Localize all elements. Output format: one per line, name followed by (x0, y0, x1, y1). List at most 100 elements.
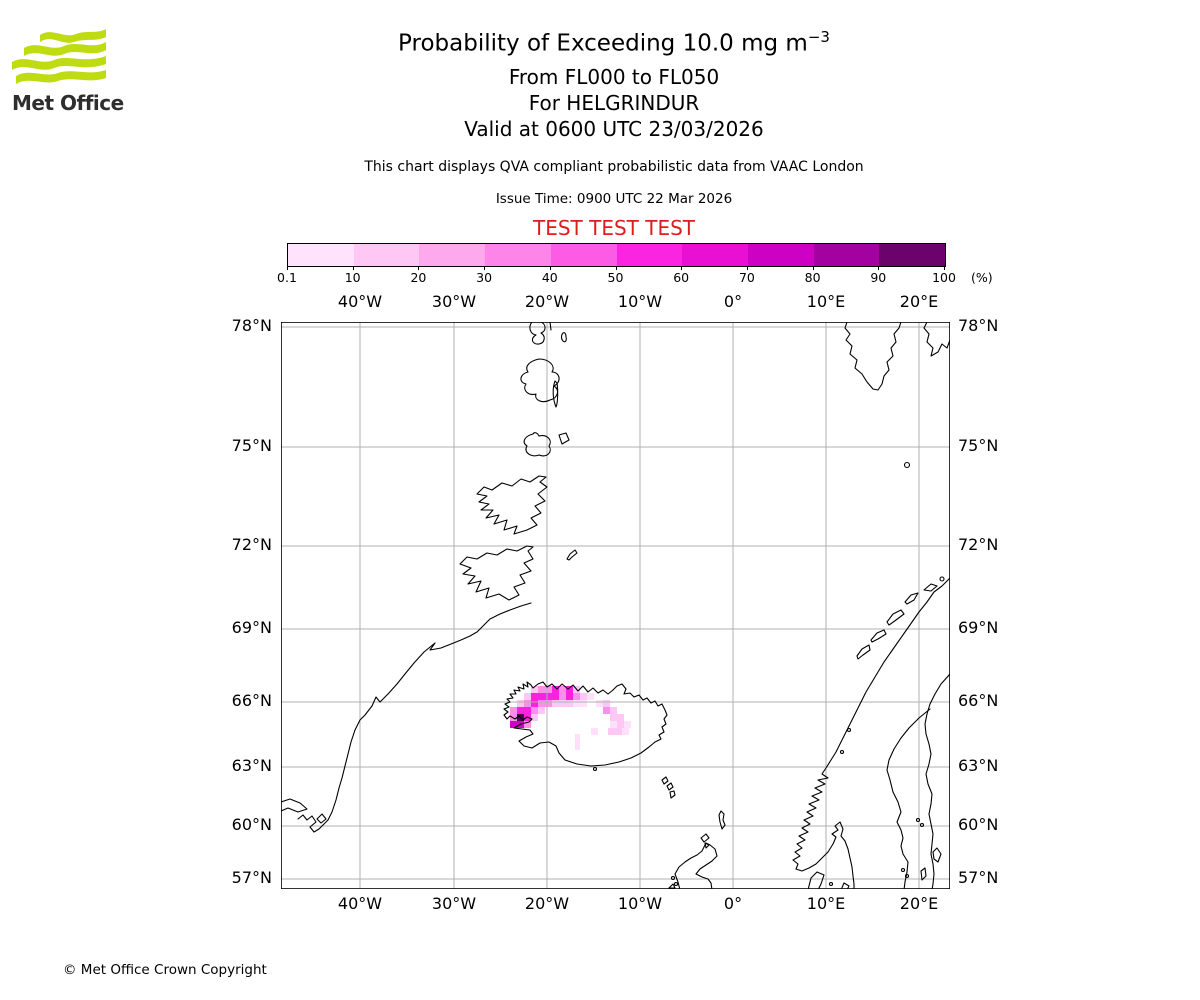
logo-wordmark: Met Office (12, 91, 124, 115)
colorbar-tick-label: 90 (870, 270, 887, 285)
probability-cell (552, 700, 559, 707)
axis-label-right: 78°N (958, 316, 999, 335)
island-jan-mayen (566, 549, 578, 561)
issue-time: Issue Time: 0900 UTC 22 Mar 2026 (495, 191, 733, 207)
probability-cell (622, 728, 629, 735)
island-bear (903, 461, 911, 469)
probability-cell (510, 707, 517, 714)
colorbar-unit: (%) (971, 270, 993, 285)
subtitle-flight-levels: From FL000 to FL050 (508, 65, 720, 89)
colorbar-tick-label: 30 (476, 270, 493, 285)
colorbar-tick (878, 266, 880, 270)
probability-cell (610, 714, 617, 721)
probability-cell (510, 721, 517, 728)
probability-cell (531, 693, 538, 700)
probability-cell (596, 700, 603, 707)
colorbar-segment (485, 244, 551, 266)
chart-title: Probability of Exceeding 10.0 mg m−3 (314, 28, 914, 57)
probability-cell (603, 707, 610, 714)
axis-label-top: 10°E (806, 292, 846, 311)
probability-cell (545, 700, 552, 707)
axis-label-left: 66°N (231, 691, 272, 710)
axis-label-bottom: 0° (723, 894, 743, 913)
axis-label-bottom: 10°E (806, 894, 846, 913)
axis-label-top: 0° (723, 292, 743, 311)
axis-label-bottom: 20°E (899, 894, 939, 913)
colorbar-tick-label: 0.1 (277, 270, 297, 285)
colorbar-tick (418, 266, 420, 270)
colorbar-tick (812, 266, 814, 270)
axis-label-left: 63°N (231, 756, 272, 775)
colorbar-tick-label: 80 (804, 270, 821, 285)
probability-cell (580, 693, 587, 700)
probability-cell (559, 700, 566, 707)
probability-cell (538, 686, 545, 693)
probability-cell (603, 700, 610, 707)
probability-cell (517, 707, 524, 714)
logo-waves-icon (12, 29, 106, 84)
coastline-scotland (668, 842, 718, 889)
probability-cell (610, 721, 617, 728)
probability-cell (615, 728, 622, 735)
axis-label-left: 72°N (231, 535, 272, 554)
colorbar-segment (616, 244, 683, 266)
probability-cell (575, 734, 580, 750)
probability-cell (531, 707, 538, 714)
chart-title-text: Probability of Exceeding 10.0 mg m (398, 30, 808, 57)
axis-label-left: 78°N (231, 316, 272, 335)
probability-cell (617, 714, 624, 721)
axis-label-left: 60°N (231, 815, 272, 834)
islands-shetland (718, 810, 726, 830)
probability-cell (538, 693, 545, 700)
axis-label-top: 10°W (617, 292, 663, 311)
probability-cell (587, 693, 594, 700)
axis-label-right: 63°N (958, 756, 999, 775)
probability-cell (566, 700, 573, 707)
map-canvas (281, 322, 950, 889)
colorbar-tick-label: 70 (738, 270, 755, 285)
probability-cell (617, 721, 624, 728)
colorbar-segment (813, 244, 880, 266)
colorbar (287, 243, 946, 267)
probability-cell (538, 700, 545, 707)
probability-cell (559, 686, 566, 693)
axis-label-left: 69°N (231, 618, 272, 637)
probability-cell (524, 721, 531, 728)
map-frame (281, 322, 950, 889)
probability-cell (624, 721, 631, 728)
colorbar-segment (419, 244, 486, 266)
colorbar-segment (288, 244, 354, 266)
colorbar-tick (352, 266, 354, 270)
copyright-notice: © Met Office Crown Copyright (63, 962, 267, 978)
probability-cell (545, 693, 552, 700)
coastline-greenland (281, 322, 570, 833)
colorbar-tick-label: 50 (607, 270, 624, 285)
probability-cell (552, 686, 559, 693)
test-banner: TEST TEST TEST (532, 216, 695, 240)
islands-orkney (700, 833, 710, 849)
colorbar-tick (287, 266, 288, 270)
coastline-denmark (807, 871, 850, 889)
axis-label-right: 75°N (958, 436, 999, 455)
colorbar-tick-label: 40 (541, 270, 558, 285)
colorbar-tick-label: 60 (673, 270, 690, 285)
qva-note: This chart displays QVA compliant probab… (364, 159, 864, 175)
probability-cell (552, 693, 559, 700)
coastlines (281, 322, 950, 889)
axis-label-bottom: 40°W (337, 894, 383, 913)
probability-cell (573, 693, 580, 700)
probability-cell (531, 700, 538, 707)
probability-cell (608, 728, 615, 735)
probability-cell (566, 693, 573, 700)
probability-cell (524, 707, 531, 714)
colorbar-tick-label: 100 (932, 270, 956, 285)
colorbar-tick-label: 20 (410, 270, 427, 285)
probability-cell (524, 693, 531, 700)
probability-cell (559, 693, 566, 700)
probability-cell (538, 707, 545, 714)
map-gridlines (281, 322, 950, 889)
colorbar-segment (682, 244, 748, 266)
probability-cell (580, 700, 587, 707)
probability-cell (531, 714, 538, 721)
